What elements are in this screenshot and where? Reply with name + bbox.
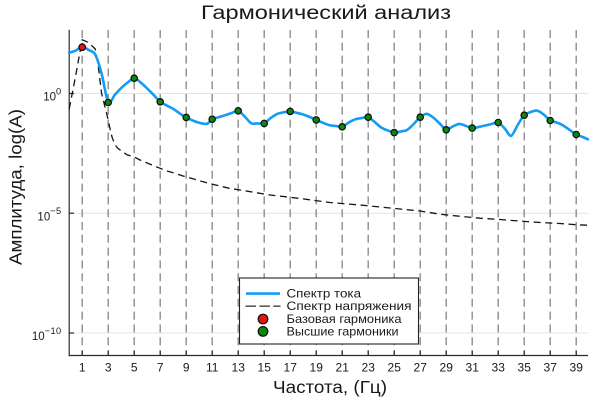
svg-text:15: 15 bbox=[258, 361, 272, 375]
svg-text:Амплитуда, log(A): Амплитуда, log(A) bbox=[6, 109, 26, 265]
svg-text:33: 33 bbox=[492, 361, 506, 375]
svg-text:31: 31 bbox=[466, 361, 480, 375]
svg-text:27: 27 bbox=[414, 361, 428, 375]
svg-text:9: 9 bbox=[183, 361, 190, 375]
svg-text:Спектр напряжения: Спектр напряжения bbox=[287, 299, 412, 313]
svg-text:25: 25 bbox=[388, 361, 402, 375]
svg-text:Спектр тока: Спектр тока bbox=[287, 287, 362, 301]
svg-text:23: 23 bbox=[362, 361, 376, 375]
svg-text:35: 35 bbox=[518, 361, 532, 375]
svg-text:37: 37 bbox=[544, 361, 558, 375]
svg-text:5: 5 bbox=[131, 361, 138, 375]
svg-text:Базовая гармоника: Базовая гармоника bbox=[287, 312, 402, 326]
svg-text:29: 29 bbox=[440, 361, 454, 375]
svg-text:11: 11 bbox=[206, 361, 219, 375]
svg-text:21: 21 bbox=[336, 361, 350, 375]
svg-text:3: 3 bbox=[105, 361, 112, 375]
svg-text:Частота, (Гц): Частота, (Гц) bbox=[273, 377, 387, 397]
svg-text:17: 17 bbox=[284, 361, 298, 375]
svg-text:Высшие гармоники: Высшие гармоники bbox=[287, 324, 399, 338]
svg-text:7: 7 bbox=[157, 361, 164, 375]
svg-text:13: 13 bbox=[232, 361, 246, 375]
svg-text:Гармонический анализ: Гармонический анализ bbox=[201, 3, 451, 24]
svg-text:1: 1 bbox=[79, 361, 86, 375]
svg-text:39: 39 bbox=[570, 361, 584, 375]
svg-text:19: 19 bbox=[310, 361, 324, 375]
